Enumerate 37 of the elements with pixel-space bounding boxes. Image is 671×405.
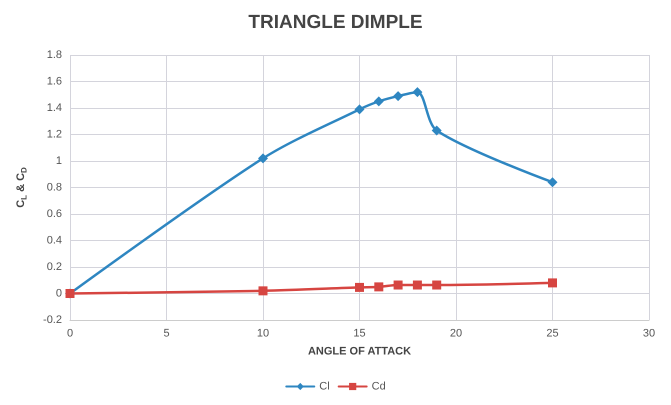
point	[548, 278, 557, 288]
point	[355, 282, 364, 292]
y-tick-label: -0.2	[43, 314, 62, 326]
y-tick-label: 1.4	[46, 102, 62, 114]
x-tick-label: 10	[256, 328, 270, 340]
point	[394, 280, 403, 290]
point	[374, 282, 384, 292]
legend-label: Cl	[319, 380, 330, 392]
y-tick-label: 0.2	[46, 261, 62, 273]
x-tick-label: 15	[353, 328, 366, 340]
x-tick-label: 30	[642, 328, 656, 340]
point	[354, 104, 364, 114]
point	[412, 87, 422, 98]
y-tick-label: 0.4	[46, 234, 62, 246]
x-axis-title: ANGLE OF ATTACK	[308, 346, 412, 358]
x-tick-label: 25	[546, 328, 559, 340]
x-tick-label: 0	[66, 328, 74, 340]
point	[374, 96, 384, 106]
y-tick-label: 0.6	[46, 208, 62, 220]
y-tick-label: 1.2	[46, 128, 62, 140]
y-tick-label: 0	[56, 288, 62, 300]
y-tick-label: 1.6	[46, 76, 62, 88]
point	[548, 177, 558, 188]
point	[393, 91, 404, 102]
point	[432, 126, 442, 136]
point	[258, 286, 268, 296]
point	[412, 280, 422, 290]
y-tick-label: 0.8	[46, 182, 62, 194]
legend-label: Cd	[372, 380, 386, 392]
y-tick-label: 1.8	[46, 49, 62, 61]
chart-title: TRIANGLE DIMPLE	[248, 12, 423, 33]
x-tick-label: 20	[450, 328, 462, 340]
point	[258, 153, 268, 164]
x-tick-label: 5	[163, 328, 170, 340]
point	[432, 280, 442, 290]
y-tick-label: 1	[56, 155, 62, 167]
y-axis-title: CL & CD	[15, 166, 28, 208]
